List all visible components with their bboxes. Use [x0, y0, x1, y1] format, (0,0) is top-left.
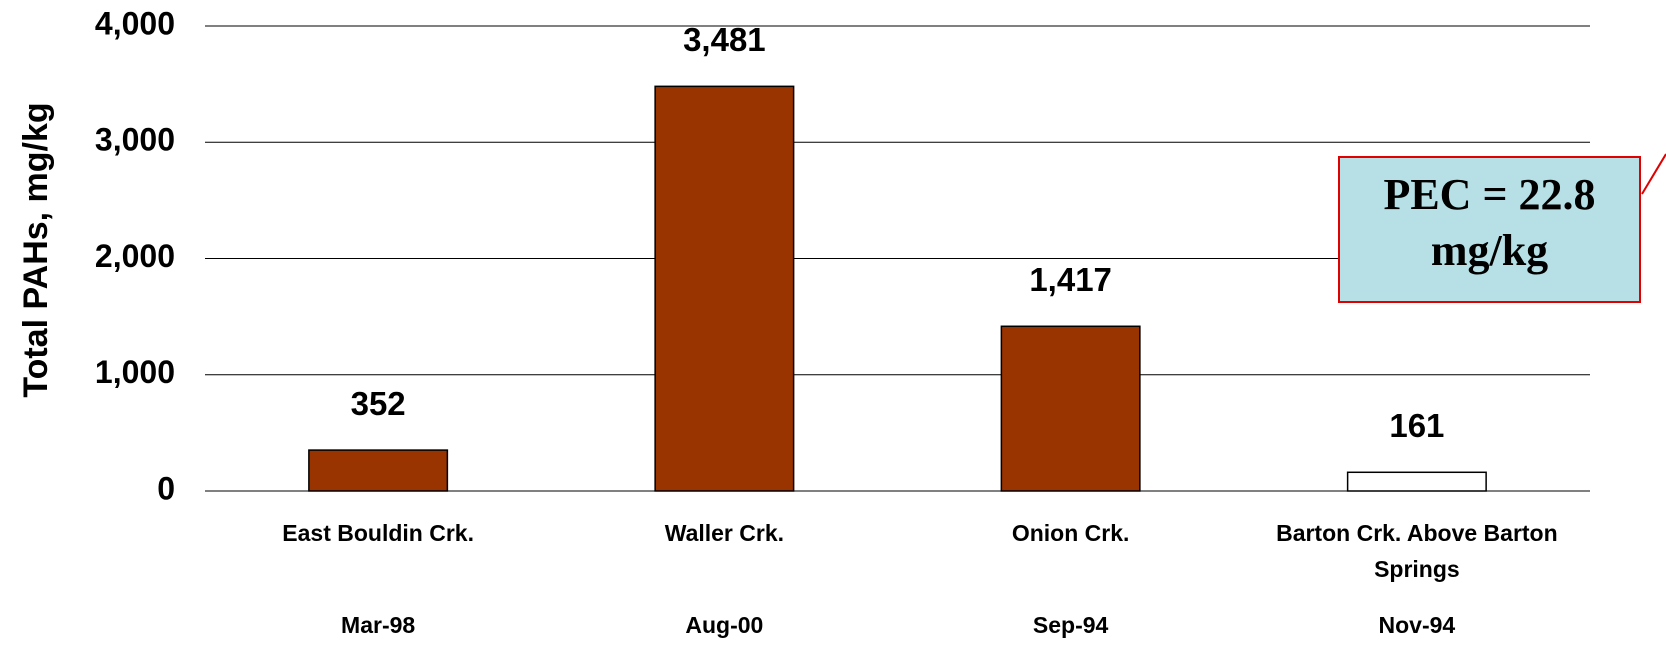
value-label: 3,481 [683, 21, 766, 58]
x-date-label: Sep-94 [1033, 612, 1109, 638]
value-label: 1,417 [1029, 261, 1112, 298]
y-tick-label: 3,000 [95, 122, 175, 158]
bar [308, 449, 449, 492]
y-tick-label: 4,000 [95, 5, 175, 41]
y-tick-label: 2,000 [95, 238, 175, 274]
x-tick-label: Onion Crk. [1011, 520, 1130, 546]
y-tick-label: 1,000 [95, 354, 175, 390]
x-date-label: Mar-98 [341, 612, 415, 638]
value-label: 161 [1389, 407, 1444, 444]
annotation-box [1338, 156, 1641, 303]
bar [654, 85, 795, 492]
x-tick-label: Barton Crk. Above Barton Springs [1276, 520, 1558, 582]
x-tick-label: East Bouldin Crk. [282, 520, 474, 546]
y-axis-title: Total PAHs, mg/kg [17, 102, 55, 397]
bar [1346, 471, 1487, 492]
value-label: 352 [351, 385, 406, 422]
y-tick-label: 0 [157, 470, 175, 506]
x-tick-label-box: Barton Crk. Above Barton Springs [1276, 520, 1558, 582]
x-tick-label-box: East Bouldin Crk. [282, 520, 474, 546]
annotation-line: mg/kg [1430, 226, 1549, 275]
bar [1000, 325, 1141, 492]
annotation-area: PEC = 22.8 mg/kg [1339, 157, 1640, 279]
annotation: PEC = 22.8 mg/kg [1339, 157, 1640, 279]
x-tick-label-box: Onion Crk. [1011, 520, 1130, 546]
x-date-label: Aug-00 [685, 612, 763, 638]
x-tick-label: Waller Crk. [664, 520, 785, 546]
annotation-pointer [1641, 153, 1666, 195]
annotation-line: PEC = 22.8 [1383, 170, 1596, 219]
x-tick-label-box: Waller Crk. [664, 520, 785, 546]
x-date-label: Nov-94 [1379, 612, 1456, 638]
